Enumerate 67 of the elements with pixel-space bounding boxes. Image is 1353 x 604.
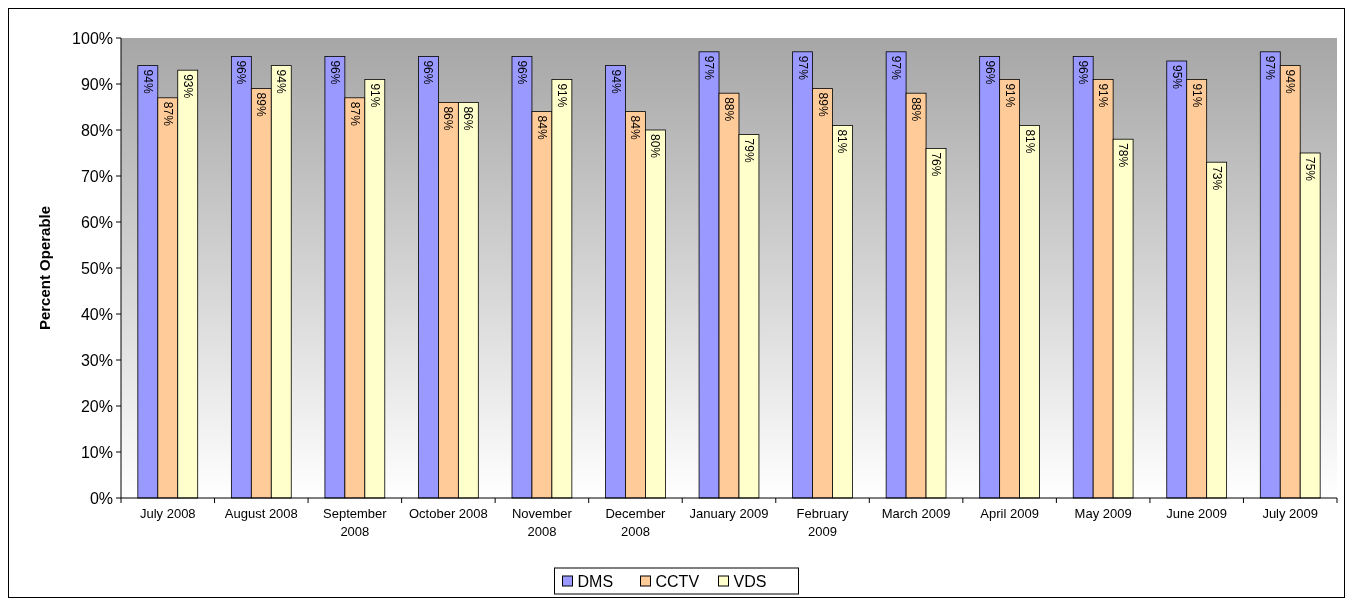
y-axis-title: Percent Operable	[36, 205, 53, 331]
data-label: 96%	[327, 60, 342, 85]
data-label: 75%	[1303, 157, 1318, 182]
data-label: 94%	[274, 69, 289, 94]
y-tick-label: 40%	[80, 305, 113, 323]
y-tick-label: 30%	[80, 351, 113, 369]
legend-label: DMS	[577, 572, 614, 590]
data-label: 91%	[1096, 83, 1111, 108]
data-label: 96%	[982, 60, 997, 85]
x-tick-label: February 2009	[796, 506, 850, 539]
y-tick-label: 50%	[80, 259, 113, 277]
y-tick-label: 60%	[80, 213, 113, 231]
data-label: 95%	[1169, 65, 1184, 90]
data-label: 94%	[608, 69, 623, 94]
data-label: 94%	[1283, 69, 1298, 94]
data-label: 87%	[347, 101, 362, 127]
data-label: 84%	[534, 115, 549, 140]
x-tick-label: November 2008	[511, 506, 573, 539]
data-label: 84%	[628, 115, 643, 140]
data-label: 73%	[1209, 166, 1224, 191]
data-label: 97%	[702, 55, 717, 81]
legend-label: VDS	[733, 572, 767, 590]
data-label: 96%	[234, 60, 249, 85]
y-tick-label: 100%	[72, 29, 113, 47]
data-label: 76%	[929, 152, 944, 177]
y-tick-label: 10%	[80, 443, 113, 461]
data-label: 96%	[514, 60, 529, 85]
data-label: 97%	[889, 55, 904, 81]
data-label: 93%	[180, 74, 195, 99]
data-label: 78%	[1116, 143, 1131, 168]
data-label: 91%	[1189, 83, 1204, 108]
y-tick-label: 0%	[89, 489, 113, 507]
x-tick-label: May 2009	[1074, 506, 1132, 521]
x-tick-label: January 2009	[689, 506, 769, 521]
data-label: 96%	[421, 60, 436, 85]
data-label: 97%	[795, 55, 810, 81]
x-tick-label: July 2008	[139, 506, 196, 521]
data-label: 87%	[160, 101, 175, 127]
data-label: 79%	[741, 138, 756, 163]
x-tick-label: October 2008	[408, 506, 488, 521]
y-tick-label: 20%	[80, 397, 113, 415]
data-label: 97%	[1263, 55, 1278, 81]
x-tick-label: July 2009	[1262, 506, 1319, 521]
data-label: 91%	[367, 83, 382, 108]
data-label: 81%	[835, 129, 850, 154]
data-label: 91%	[1002, 83, 1017, 108]
data-label: 88%	[909, 97, 924, 122]
data-label: 89%	[815, 92, 830, 117]
data-label: 91%	[554, 83, 569, 108]
data-label: 89%	[254, 92, 269, 117]
x-tick-label: March 2009	[881, 506, 951, 521]
x-tick-label: June 2009	[1166, 506, 1228, 521]
legend-label: CCTV	[655, 572, 700, 590]
y-tick-label: 70%	[80, 167, 113, 185]
data-label: 81%	[1022, 129, 1037, 154]
data-label: 86%	[461, 106, 476, 131]
data-label: 86%	[441, 106, 456, 131]
x-tick-label: April 2009	[980, 506, 1039, 521]
data-label: 88%	[722, 97, 736, 122]
data-label: 80%	[648, 134, 663, 159]
data-label: 94%	[140, 69, 155, 94]
x-tick-label: September 2008	[323, 506, 388, 539]
x-tick-label: August 2008	[224, 506, 298, 521]
y-tick-label: 80%	[80, 121, 113, 139]
y-tick-label: 90%	[80, 75, 113, 93]
x-tick-label: December 2008	[605, 506, 667, 539]
data-label: 96%	[1076, 60, 1091, 85]
